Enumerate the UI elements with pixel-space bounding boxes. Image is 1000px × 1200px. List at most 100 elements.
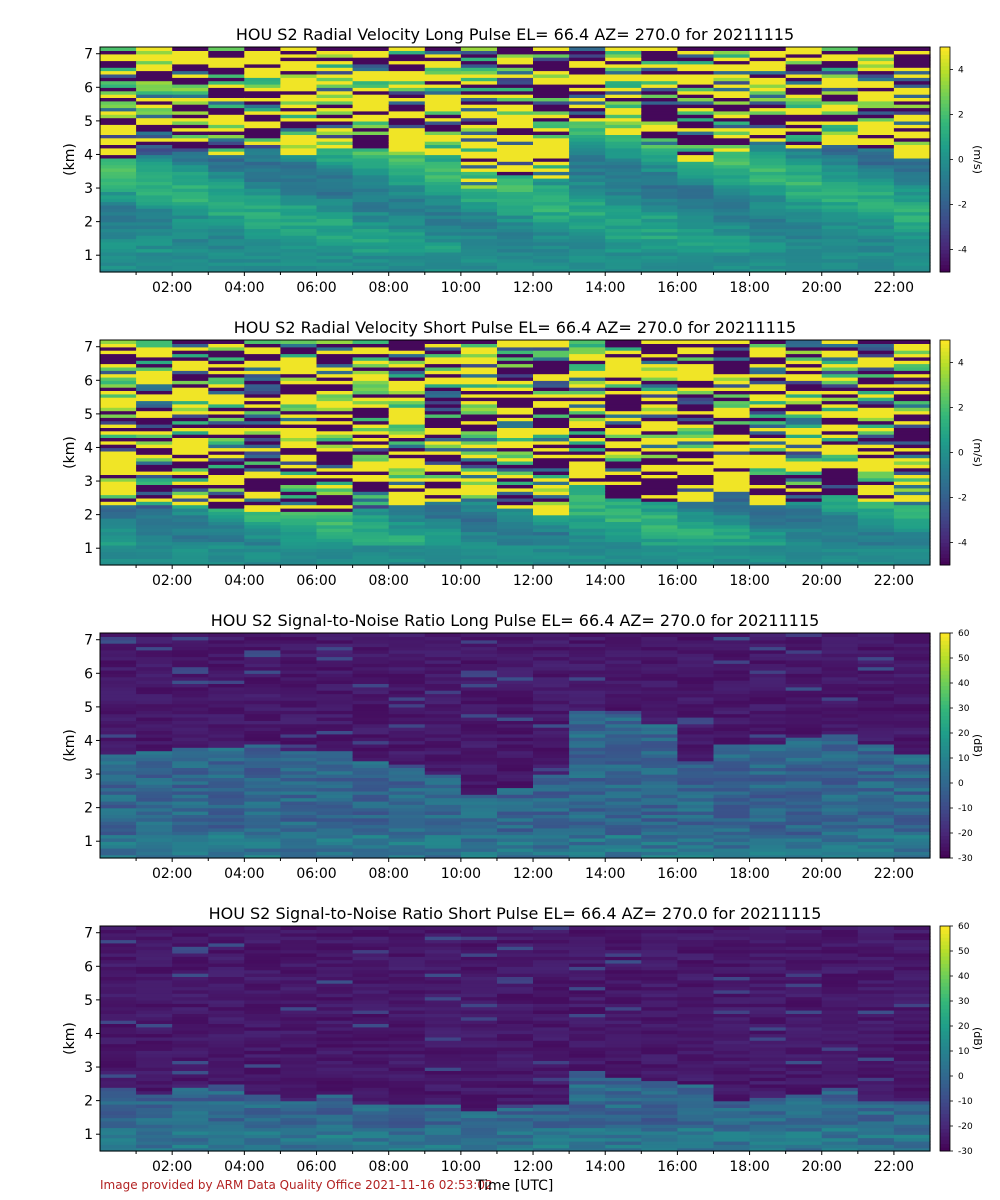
heatmap-cell: [569, 245, 606, 250]
heatmap-cell: [533, 551, 570, 556]
heatmap-cell: [893, 387, 931, 391]
heatmap-cell: [460, 73, 498, 78]
heatmap-cell: [533, 265, 570, 270]
heatmap-cell: [208, 777, 245, 782]
heatmap-cell: [424, 410, 462, 415]
heatmap-cell: [605, 134, 642, 139]
heatmap-cell: [857, 191, 895, 196]
heatmap-cell: [172, 794, 209, 799]
heatmap-cell: [424, 561, 462, 566]
heatmap-cell: [424, 268, 462, 273]
heatmap-cell: [713, 94, 751, 98]
heatmap-cell: [677, 94, 715, 98]
heatmap-cell: [641, 151, 678, 156]
heatmap-cell: [172, 124, 209, 129]
heatmap-cell: [749, 447, 787, 452]
heatmap-cell: [352, 824, 390, 829]
heatmap-cell: [316, 356, 354, 361]
heatmap-cell: [280, 474, 318, 479]
heatmap-cell: [280, 201, 318, 206]
heatmap-cell: [316, 454, 354, 459]
heatmap-cell: [460, 507, 498, 512]
heatmap-cell: [857, 514, 895, 519]
heatmap-cell: [172, 774, 209, 778]
heatmap-cell: [172, 834, 209, 839]
heatmap-cell: [785, 434, 823, 438]
heatmap-cell: [893, 518, 931, 522]
heatmap-cell: [749, 797, 787, 802]
heatmap-cell: [100, 114, 137, 119]
heatmap-cell: [893, 50, 931, 55]
heatmap-cell: [316, 834, 354, 839]
heatmap-cell: [749, 561, 787, 566]
heatmap-cell: [641, 73, 678, 78]
heatmap-cell: [893, 245, 931, 250]
heatmap-cell: [785, 753, 823, 758]
heatmap-cell: [677, 204, 715, 209]
heatmap-cell: [316, 747, 354, 752]
heatmap-cell: [857, 164, 895, 169]
heatmap-cell: [893, 548, 931, 553]
heatmap-cell: [605, 390, 642, 395]
heatmap-cell: [460, 646, 498, 651]
heatmap-cell: [821, 363, 859, 368]
heatmap-cell: [677, 686, 715, 691]
heatmap-cell: [605, 659, 642, 664]
colorbar-segment: [940, 84, 950, 89]
colorbar-segment: [940, 813, 950, 818]
heatmap-cell: [208, 760, 245, 765]
heatmap-cell: [244, 511, 281, 516]
y-tick-label: 5: [84, 700, 93, 716]
heatmap-cell: [497, 851, 534, 856]
heatmap-cell: [100, 167, 137, 172]
heatmap-cell: [569, 794, 606, 799]
heatmap-cell: [749, 47, 787, 51]
heatmap-cell: [677, 248, 715, 253]
heatmap-cell: [677, 450, 715, 455]
heatmap-cell: [424, 376, 462, 381]
heatmap-cell: [388, 831, 426, 836]
heatmap-cell: [605, 70, 642, 75]
heatmap-cell: [569, 97, 606, 102]
heatmap-cell: [749, 460, 787, 465]
heatmap-cell: [821, 747, 859, 752]
heatmap-cell: [497, 241, 534, 246]
heatmap-cell: [352, 501, 390, 506]
heatmap-cell: [569, 643, 606, 648]
y-tick-label: 7: [84, 340, 93, 356]
heatmap-cell: [208, 824, 245, 829]
heatmap-cell: [497, 686, 534, 691]
heatmap-cell: [785, 800, 823, 805]
heatmap-cell: [893, 366, 931, 371]
heatmap-cell: [605, 491, 642, 496]
heatmap-cell: [821, 484, 859, 489]
heatmap-cell: [388, 107, 426, 112]
heatmap-cell: [136, 261, 173, 266]
heatmap-cell: [460, 548, 498, 553]
heatmap-cell: [641, 174, 678, 179]
heatmap-cell: [857, 481, 895, 485]
colorbar-segment: [940, 178, 950, 183]
heatmap-cell: [280, 723, 318, 728]
heatmap-cell: [388, 787, 426, 792]
heatmap-cell: [280, 241, 318, 246]
heatmap-cell: [352, 730, 390, 735]
heatmap-cell: [857, 457, 895, 462]
heatmap-cell: [208, 814, 245, 819]
heatmap-cell: [388, 554, 426, 559]
heatmap-cell: [244, 747, 281, 752]
heatmap-cell: [857, 204, 895, 209]
heatmap-cell: [316, 541, 354, 546]
heatmap-cell: [749, 743, 787, 748]
heatmap-cell: [785, 53, 823, 58]
heatmap-cell: [316, 70, 354, 75]
heatmap-cell: [641, 245, 678, 250]
heatmap-cell: [424, 184, 462, 189]
heatmap-cell: [857, 737, 895, 742]
heatmap-cell: [677, 127, 715, 132]
colorbar-segment: [940, 520, 950, 525]
heatmap-cell: [424, 343, 462, 348]
heatmap-cell: [569, 481, 606, 485]
heatmap-cell: [136, 521, 173, 526]
heatmap-cell: [352, 770, 390, 775]
